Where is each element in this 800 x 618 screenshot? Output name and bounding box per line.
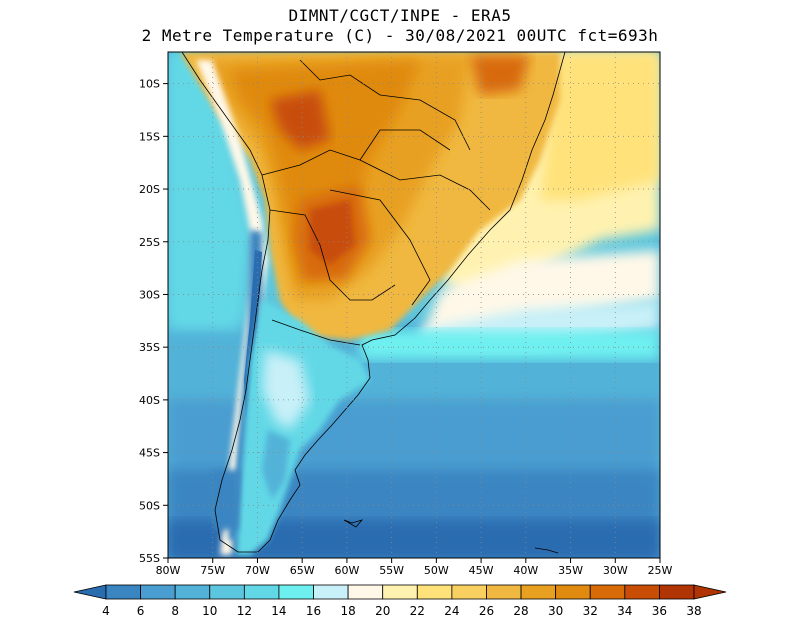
- colorbar-label: 18: [340, 604, 355, 618]
- colorbar-label: 24: [444, 604, 459, 618]
- colorbar-swatch: [140, 584, 176, 600]
- latitude-labels: 10S 15S 20S 25S 30S 35S 40S 45S 50S 55S: [139, 78, 168, 565]
- colorbar-swatch: [105, 584, 141, 600]
- lat-label: 25S: [139, 236, 160, 249]
- colorbar-label: 8: [171, 604, 179, 618]
- colorbar-label: 14: [271, 604, 286, 618]
- lon-label: 70W: [245, 564, 270, 577]
- lat-label: 55S: [139, 552, 160, 565]
- colorbar-swatch: [486, 584, 522, 600]
- colorbar-swatch: [243, 584, 280, 600]
- lon-label: 65W: [290, 564, 315, 577]
- colorbar-label: 30: [548, 604, 563, 618]
- colorbar-label: 4: [102, 604, 110, 618]
- lat-lon-grid: [168, 52, 660, 558]
- lon-label: 40W: [513, 564, 538, 577]
- colorbar-swatch: [520, 584, 557, 600]
- colorbar-label: 10: [202, 604, 217, 618]
- colorbar-label: 20: [375, 604, 390, 618]
- lon-label: 25W: [648, 564, 673, 577]
- lon-label: 55W: [379, 564, 404, 577]
- lon-label: 30W: [603, 564, 628, 577]
- lat-label: 20S: [139, 183, 160, 196]
- lon-label: 45W: [469, 564, 494, 577]
- colorbar-swatch: [659, 584, 695, 600]
- colorbar-label: 34: [617, 604, 632, 618]
- colorbar-label: 32: [583, 604, 598, 618]
- colorbar-swatch: [589, 584, 626, 600]
- colorbar-label: 12: [237, 604, 252, 618]
- colorbar: 4 6 8 10 12 14 16 18 20 22 24 26 28 30 32 34 36 38: [73, 584, 727, 618]
- title-line-2: 2 Metre Temperature (C) - 30/08/2021 00U…: [141, 26, 659, 45]
- colorbar-label: 26: [479, 604, 494, 618]
- colorbar-label: 28: [513, 604, 528, 618]
- colorbar-label: 6: [137, 604, 145, 618]
- colorbar-swatch: [278, 584, 314, 600]
- colorbar-swatch: [347, 584, 384, 600]
- colorbar-swatch: [555, 584, 591, 600]
- colorbar-swatch: [624, 584, 660, 600]
- lon-label: 80W: [156, 564, 181, 577]
- title-line-1: DIMNT/CGCT/INPE - ERA5: [288, 6, 512, 25]
- colorbar-swatch: [451, 584, 487, 600]
- colorbar-swatch: [382, 584, 418, 600]
- longitude-labels: 80W 75W 70W 65W 60W 55W 50W 45W 40W 35W 30W 25W: [156, 558, 673, 577]
- lon-label: 35W: [558, 564, 583, 577]
- colorbar-arrow-low: [73, 584, 107, 600]
- colorbar-swatch: [416, 584, 453, 600]
- lat-label: 50S: [139, 499, 160, 512]
- colorbar-swatch: [209, 584, 245, 600]
- colorbar-label: 22: [410, 604, 425, 618]
- temperature-field: [168, 52, 660, 558]
- colorbar-swatch: [313, 584, 349, 600]
- map-frame: [167, 51, 661, 559]
- lat-label: 45S: [139, 447, 160, 460]
- colorbar-label: 16: [306, 604, 321, 618]
- lon-label: 50W: [424, 564, 449, 577]
- lat-label: 35S: [139, 341, 160, 354]
- lat-label: 15S: [139, 130, 160, 143]
- lat-label: 10S: [139, 78, 160, 91]
- lon-label: 60W: [334, 564, 359, 577]
- colorbar-swatch: [174, 584, 211, 600]
- lat-label: 40S: [139, 394, 160, 407]
- coastlines: [181, 52, 566, 554]
- lat-label: 30S: [139, 288, 160, 301]
- colorbar-arrow-high: [693, 584, 727, 600]
- colorbar-label: 36: [652, 604, 667, 618]
- lon-label: 75W: [200, 564, 225, 577]
- colorbar-label: 38: [686, 604, 701, 618]
